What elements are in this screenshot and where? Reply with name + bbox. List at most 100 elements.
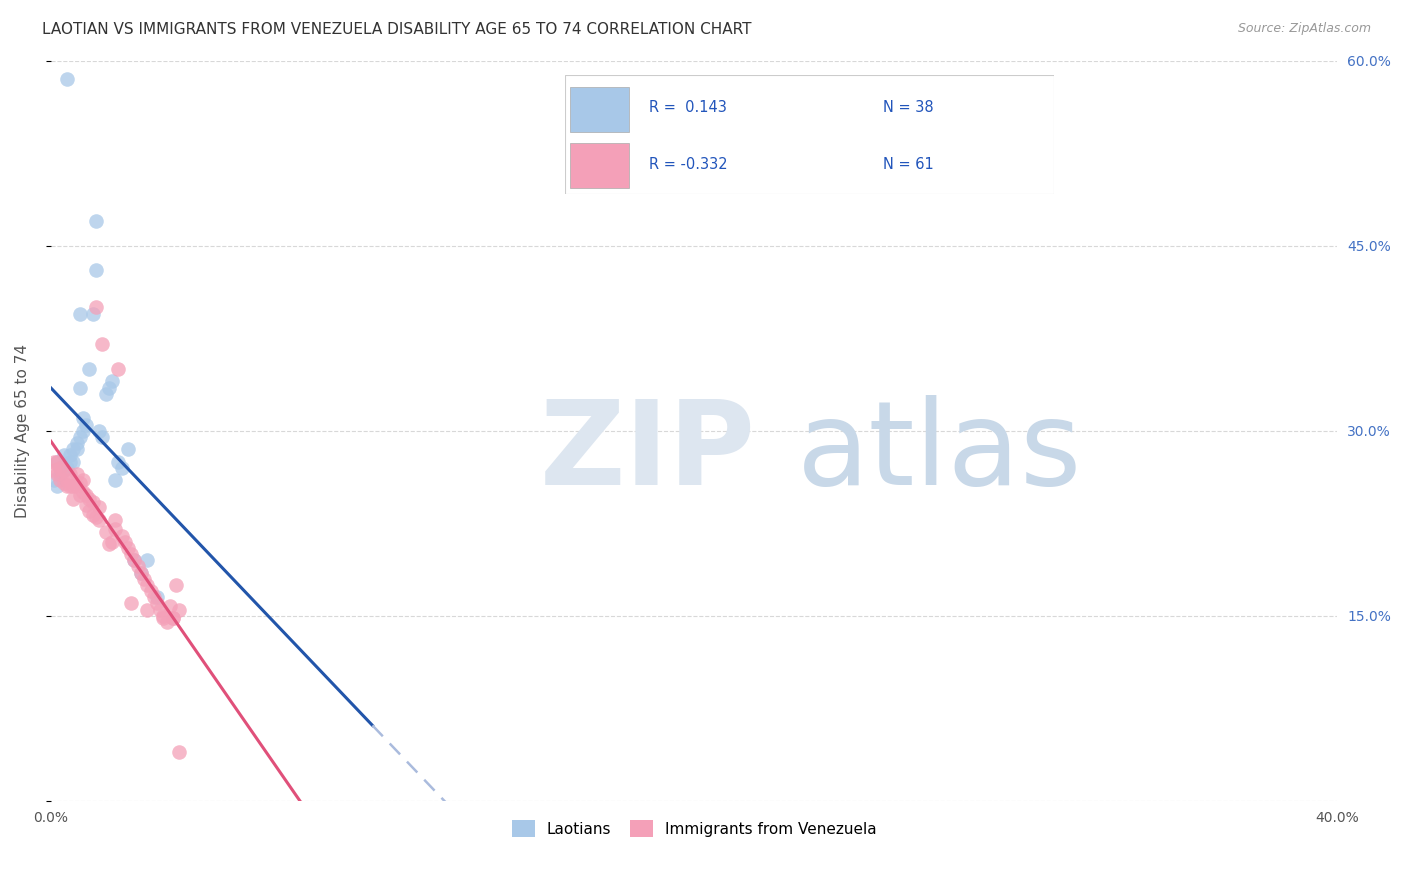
Point: [75, 498, 97, 512]
Point: [136, 578, 159, 592]
Point: [52, 463, 75, 477]
Point: [114, 534, 136, 549]
Point: [59, 454, 82, 468]
Point: [69, 381, 91, 395]
Point: [69, 430, 91, 444]
Point: [56, 479, 79, 493]
Point: [79, 491, 101, 506]
Point: [69, 475, 91, 490]
Point: [46, 454, 69, 468]
Point: [162, 611, 184, 625]
Point: [107, 362, 129, 376]
Point: [42, 473, 65, 487]
Point: [56, 72, 79, 87]
Point: [146, 591, 169, 605]
Text: atlas: atlas: [797, 395, 1083, 510]
Point: [136, 553, 159, 567]
Point: [169, 602, 191, 616]
Point: [59, 479, 82, 493]
Point: [46, 454, 69, 468]
Point: [46, 467, 69, 481]
Point: [84, 510, 107, 524]
Y-axis label: Disability Age 65 to 74: Disability Age 65 to 74: [15, 343, 30, 517]
Point: [139, 584, 162, 599]
Point: [62, 454, 84, 468]
Point: [117, 442, 139, 457]
Point: [52, 475, 75, 490]
Point: [129, 566, 152, 580]
Point: [169, 745, 191, 759]
Point: [72, 485, 94, 500]
Text: Source: ZipAtlas.com: Source: ZipAtlas.com: [1237, 22, 1371, 36]
Point: [152, 608, 174, 623]
Point: [65, 467, 87, 481]
Point: [156, 615, 179, 629]
Point: [159, 599, 181, 613]
Point: [120, 547, 142, 561]
Point: [162, 611, 184, 625]
Point: [104, 523, 127, 537]
Point: [82, 307, 104, 321]
Legend: Laotians, Immigrants from Venezuela: Laotians, Immigrants from Venezuela: [505, 812, 884, 845]
Point: [97, 537, 120, 551]
Point: [117, 541, 139, 555]
Point: [59, 449, 82, 463]
Point: [49, 460, 72, 475]
Point: [132, 572, 155, 586]
Point: [84, 263, 107, 277]
Point: [65, 442, 87, 457]
Point: [101, 534, 124, 549]
Point: [69, 488, 91, 502]
Point: [42, 463, 65, 477]
Point: [149, 602, 172, 616]
Point: [165, 578, 187, 592]
Text: LAOTIAN VS IMMIGRANTS FROM VENEZUELA DISABILITY AGE 65 TO 74 CORRELATION CHART: LAOTIAN VS IMMIGRANTS FROM VENEZUELA DIS…: [42, 22, 752, 37]
Point: [97, 381, 120, 395]
Point: [75, 417, 97, 432]
Point: [127, 559, 149, 574]
Point: [87, 424, 110, 438]
Text: ZIP: ZIP: [540, 395, 756, 510]
Point: [72, 424, 94, 438]
Point: [110, 528, 132, 542]
Point: [52, 463, 75, 477]
Point: [72, 473, 94, 487]
Point: [56, 473, 79, 487]
Point: [120, 597, 142, 611]
Point: [91, 430, 114, 444]
Point: [94, 386, 117, 401]
Point: [110, 460, 132, 475]
Point: [82, 508, 104, 522]
Point: [152, 611, 174, 625]
Point: [72, 411, 94, 425]
Point: [146, 597, 169, 611]
Point: [62, 442, 84, 457]
Point: [62, 479, 84, 493]
Point: [79, 362, 101, 376]
Point: [104, 473, 127, 487]
Point: [124, 553, 146, 567]
Point: [49, 467, 72, 481]
Point: [87, 512, 110, 526]
Point: [46, 479, 69, 493]
Point: [82, 495, 104, 509]
Point: [84, 301, 107, 315]
Point: [49, 473, 72, 487]
Point: [136, 602, 159, 616]
Point: [62, 491, 84, 506]
Point: [79, 504, 101, 518]
Point: [84, 214, 107, 228]
Point: [107, 454, 129, 468]
Point: [49, 460, 72, 475]
Point: [124, 553, 146, 567]
Point: [56, 460, 79, 475]
Point: [75, 488, 97, 502]
Point: [59, 467, 82, 481]
Point: [94, 524, 117, 539]
Point: [91, 337, 114, 351]
Point: [101, 375, 124, 389]
Point: [65, 436, 87, 450]
Point: [129, 566, 152, 580]
Point: [87, 500, 110, 515]
Point: [65, 479, 87, 493]
